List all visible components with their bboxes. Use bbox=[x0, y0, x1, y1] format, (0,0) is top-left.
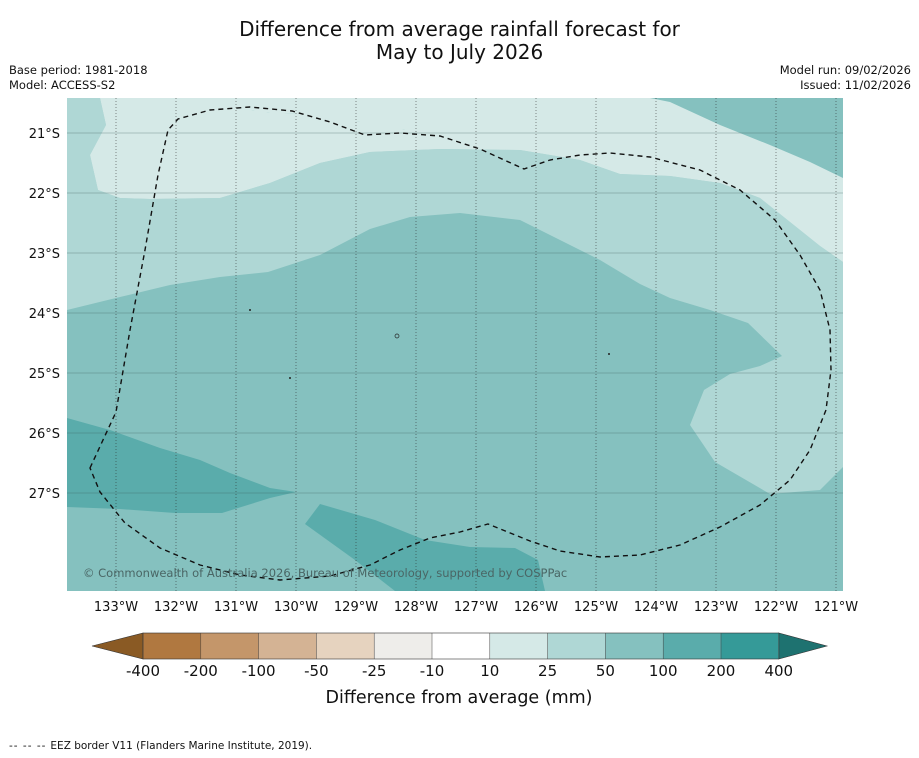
lon-label: 124°W bbox=[634, 600, 678, 615]
copyright-text: © Commonwealth of Australia 2026, Bureau… bbox=[83, 566, 567, 580]
colorbar-tick-label: -100 bbox=[242, 662, 276, 680]
colorbar-tick-label: -25 bbox=[362, 662, 387, 680]
graticule bbox=[115, 98, 837, 591]
colorbar-tick-label: -200 bbox=[184, 662, 218, 680]
colorbar-tick-label: 10 bbox=[480, 662, 499, 680]
colorbar-segment bbox=[432, 633, 491, 659]
map-panel: © Commonwealth of Australia 2026, Bureau… bbox=[67, 98, 843, 591]
anomaly-100-200-region-south bbox=[305, 504, 545, 591]
colorbar-ticks: -400 -200 -100 -50 -25 -10 10 25 50 100 200 400 bbox=[126, 662, 793, 680]
colorbar-arrow-low bbox=[91, 632, 144, 660]
colorbar-segment bbox=[547, 633, 606, 659]
colorbar bbox=[91, 632, 829, 660]
colorbar-arrow-high bbox=[778, 632, 829, 660]
colorbar-tick-label: -50 bbox=[304, 662, 329, 680]
colorbar-segment bbox=[605, 633, 664, 659]
colorbar-tick-label: 25 bbox=[538, 662, 557, 680]
lon-label: 132°W bbox=[154, 600, 198, 615]
lon-label: 130°W bbox=[274, 600, 318, 615]
eez-legend-dashes: -- -- -- bbox=[9, 740, 47, 752]
latitude-lines bbox=[67, 132, 843, 494]
lon-label: 122°W bbox=[754, 600, 798, 615]
island-marker bbox=[608, 353, 610, 355]
model-name: Model: ACCESS-S2 bbox=[9, 78, 116, 92]
colorbar-label: Difference from average (mm) bbox=[325, 688, 592, 708]
colorbar-tick-label: -10 bbox=[420, 662, 445, 680]
meta-right: Model run: 09/02/2026 Issued: 11/02/2026 bbox=[780, 63, 911, 93]
lon-label: 123°W bbox=[694, 600, 738, 615]
lon-label: 127°W bbox=[454, 600, 498, 615]
colorbar-segment bbox=[721, 633, 780, 659]
lat-label: 22°S bbox=[29, 187, 60, 202]
lon-label: 129°W bbox=[334, 600, 378, 615]
lon-label: 125°W bbox=[574, 600, 618, 615]
footer-note: -- -- -- EEZ border V11 (Flanders Marine … bbox=[9, 740, 312, 752]
lon-label: 126°W bbox=[514, 600, 558, 615]
lat-label: 21°S bbox=[29, 127, 60, 142]
map-title: Difference from average rainfall forecas… bbox=[0, 18, 919, 64]
anomaly-10-25-region bbox=[90, 98, 843, 262]
meta-left: Base period: 1981-2018 Model: ACCESS-S2 bbox=[9, 63, 148, 93]
issued-date: Issued: 11/02/2026 bbox=[800, 78, 911, 92]
colorbar-segment bbox=[663, 633, 722, 659]
lon-label: 133°W bbox=[94, 600, 138, 615]
colorbar-segment bbox=[489, 633, 549, 659]
colorbar-segment bbox=[200, 633, 260, 659]
lat-label: 27°S bbox=[29, 487, 60, 502]
colorbar-tick-label: 100 bbox=[649, 662, 678, 680]
lat-label: 25°S bbox=[29, 367, 60, 382]
lat-label: 24°S bbox=[29, 307, 60, 322]
eez-legend-text: EEZ border V11 (Flanders Marine Institut… bbox=[50, 740, 313, 752]
lat-label: 26°S bbox=[29, 427, 60, 442]
colorbar-segment bbox=[316, 633, 375, 659]
base-period: Base period: 1981-2018 bbox=[9, 63, 148, 77]
lat-labels: 21°S 22°S 23°S 24°S 25°S 26°S 27°S bbox=[29, 127, 60, 502]
colorbar-tick-label: 400 bbox=[764, 662, 793, 680]
lat-label: 23°S bbox=[29, 247, 60, 262]
colorbar-tick-label: 200 bbox=[707, 662, 736, 680]
anomaly-25-50-region bbox=[67, 98, 843, 494]
colorbar-segment bbox=[143, 633, 202, 659]
anomaly-100-200-region-west bbox=[67, 418, 296, 513]
lon-label: 128°W bbox=[394, 600, 438, 615]
island-marker bbox=[289, 377, 291, 379]
model-run: Model run: 09/02/2026 bbox=[779, 63, 911, 77]
island-marker bbox=[394, 333, 400, 339]
eez-border bbox=[89, 106, 832, 581]
lon-label: 131°W bbox=[214, 600, 258, 615]
lon-labels: 133°W 132°W 131°W 130°W 129°W 128°W 127°… bbox=[94, 600, 858, 615]
lon-label: 121°W bbox=[814, 600, 858, 615]
colorbar-tick-label: -400 bbox=[126, 662, 160, 680]
title-line-2: May to July 2026 bbox=[375, 40, 544, 64]
island-marker bbox=[249, 309, 251, 311]
colorbar-tick-label: 50 bbox=[596, 662, 615, 680]
colorbar-segment bbox=[258, 633, 317, 659]
colorbar-segment bbox=[374, 633, 433, 659]
title-line-1: Difference from average rainfall forecas… bbox=[239, 17, 680, 41]
